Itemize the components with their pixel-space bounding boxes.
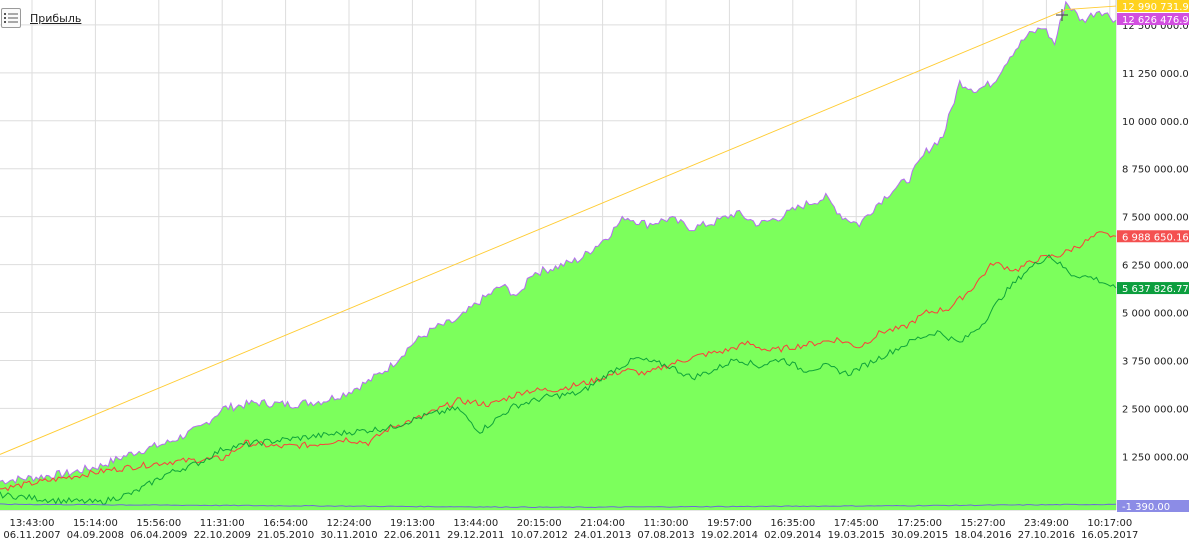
x-tick-date: 29.12.2011: [447, 530, 504, 541]
x-tick-time: 12:24:00: [327, 518, 372, 529]
x-tick-time: 11:30:00: [644, 518, 689, 529]
last-value-badge: 12 990 731.92: [1117, 0, 1189, 13]
series-line-2: [0, 254, 1117, 506]
y-tick-label: 2 500 000.00: [1122, 404, 1189, 415]
series-line-3: [0, 5, 1117, 455]
x-tick-time: 15:14:00: [73, 518, 118, 529]
x-tick-time: 17:45:00: [834, 518, 879, 529]
y-tick-label: 8 750 000.00: [1122, 165, 1189, 176]
x-tick-time: 11:31:00: [200, 518, 245, 529]
series-lines: [0, 5, 1117, 509]
x-tick-time: 16:35:00: [770, 518, 815, 529]
x-tick-date: 22.10.2009: [194, 530, 251, 541]
x-tick-date: 19.02.2014: [701, 530, 758, 541]
x-tick-time: 13:44:00: [453, 518, 498, 529]
x-tick-time: 13:43:00: [10, 518, 55, 529]
x-tick-date: 07.08.2013: [637, 530, 694, 541]
menu-button[interactable]: [1, 8, 21, 28]
chart-title-link[interactable]: Прибыль: [30, 11, 82, 25]
last-value-label: 6 988 650.16: [1122, 232, 1189, 243]
y-tick-label: 12 500 000.00: [1122, 21, 1189, 32]
y-tick-label: 11 250 000.00: [1122, 69, 1189, 80]
x-tick-time: 20:15:00: [517, 518, 562, 529]
x-tick-date: 16.05.2017: [1081, 530, 1138, 541]
x-tick-time: 10:17:00: [1087, 518, 1132, 529]
y-tick-label: 7 500 000.00: [1122, 213, 1189, 224]
x-tick-date: 22.06.2011: [384, 530, 441, 541]
x-tick-date: 06.11.2007: [3, 530, 60, 541]
last-value-label: 12 990 731.92: [1122, 2, 1189, 13]
y-axis: 1 250 000.00 2 500 000.00 3 750 000.00 5 00…: [1122, 21, 1189, 463]
series-area: [0, 0, 1117, 511]
x-tick-time: 21:04:00: [580, 518, 625, 529]
crosshair-cursor-icon: [1056, 9, 1068, 21]
x-tick-time: 16:54:00: [263, 518, 308, 529]
chart-header: Прибыль: [0, 7, 81, 29]
x-tick-date: 24.01.2013: [574, 530, 631, 541]
x-tick-date: 30.09.2015: [891, 530, 948, 541]
y-tick-label: 5 000 000.00: [1122, 309, 1189, 320]
y-tick-label: 3 750 000.00: [1122, 356, 1189, 367]
last-values: 12 626 476.93 6 988 650.16 5 637 826.77 12 …: [1117, 0, 1189, 513]
x-tick-time: 15:27:00: [961, 518, 1006, 529]
x-tick-date: 04.09.2008: [67, 530, 124, 541]
last-value-badge: 6 988 650.16: [1117, 230, 1189, 243]
series-line-4: [0, 503, 1117, 509]
equity-outline: [0, 0, 1117, 485]
x-tick-time: 23:49:00: [1024, 518, 1069, 529]
x-tick-date: 21.05.2010: [257, 530, 314, 541]
x-tick-date: 10.07.2012: [511, 530, 568, 541]
x-tick-date: 19.03.2015: [828, 530, 885, 541]
x-tick-date: 30.11.2010: [320, 530, 377, 541]
x-tick-time: 19:57:00: [707, 518, 752, 529]
x-tick-date: 18.04.2016: [954, 530, 1011, 541]
y-tick-label: 10 000 000.00: [1122, 117, 1189, 128]
last-value-badge: 5 637 826.77: [1117, 282, 1189, 295]
x-tick-time: 15:56:00: [136, 518, 181, 529]
x-tick-time: 17:25:00: [897, 518, 942, 529]
list-icon: [4, 13, 18, 23]
x-tick-date: 27.10.2016: [1018, 530, 1075, 541]
equity-area: [0, 1, 1116, 511]
y-tick-label: 1 250 000.00: [1122, 452, 1189, 463]
last-value-badge: -1 390.00: [1117, 500, 1189, 513]
last-value-label: 5 637 826.77: [1122, 284, 1189, 295]
x-tick-date: 02.09.2014: [764, 530, 821, 541]
last-value-badge: 12 626 476.93: [1117, 13, 1189, 26]
x-tick-date: 06.04.2009: [130, 530, 187, 541]
series-line-1: [0, 231, 1117, 492]
last-value-label: -1 390.00: [1122, 502, 1170, 513]
y-tick-label: 6 250 000.00: [1122, 261, 1189, 272]
last-value-label: 12 626 476.93: [1122, 15, 1189, 26]
x-tick-time: 19:13:00: [390, 518, 435, 529]
